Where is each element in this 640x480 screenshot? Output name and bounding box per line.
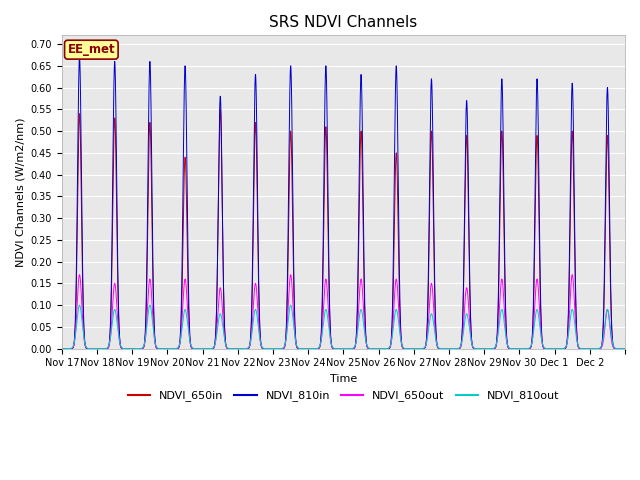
NDVI_810out <box>76 302 83 308</box>
Y-axis label: NDVI Channels (W/m2/nm): NDVI Channels (W/m2/nm) <box>15 117 25 267</box>
NDVI_810out <box>213 328 221 334</box>
NDVI_650out <box>621 346 629 351</box>
NDVI_810in <box>586 346 594 351</box>
NDVI_650in <box>213 279 221 285</box>
Line: NDVI_810out: NDVI_810out <box>62 305 625 348</box>
NDVI_650in <box>621 346 629 351</box>
X-axis label: Time: Time <box>330 374 357 384</box>
NDVI_650in <box>252 125 260 131</box>
NDVI_810out <box>108 321 116 327</box>
NDVI_810in <box>493 323 501 329</box>
NDVI_810out <box>535 313 543 319</box>
NDVI_650in <box>164 346 172 351</box>
NDVI_810out <box>58 346 66 351</box>
NDVI_650out <box>58 346 66 351</box>
Text: EE_met: EE_met <box>68 43 115 56</box>
NDVI_650in <box>535 197 543 203</box>
NDVI_650out <box>252 281 260 287</box>
NDVI_810in <box>621 346 629 351</box>
NDVI_650out <box>213 322 221 327</box>
NDVI_650out <box>493 334 501 340</box>
NDVI_810out <box>493 335 501 341</box>
NDVI_650out <box>76 272 83 277</box>
NDVI_810out <box>573 338 580 344</box>
Line: NDVI_650out: NDVI_650out <box>62 275 625 348</box>
Line: NDVI_650in: NDVI_650in <box>62 109 625 348</box>
NDVI_810in <box>108 222 116 228</box>
NDVI_810in <box>573 332 580 337</box>
Title: SRS NDVI Channels: SRS NDVI Channels <box>269 15 417 30</box>
NDVI_810out <box>252 307 260 313</box>
NDVI_650out <box>573 337 580 343</box>
NDVI_810in <box>252 77 260 83</box>
NDVI_650in <box>573 335 580 340</box>
Line: NDVI_810in: NDVI_810in <box>62 57 625 348</box>
NDVI_810in <box>76 54 83 60</box>
NDVI_810in <box>58 346 66 351</box>
NDVI_650in <box>58 346 66 351</box>
NDVI_810in <box>213 276 221 282</box>
NDVI_650out <box>108 310 116 316</box>
NDVI_810in <box>535 155 543 161</box>
NDVI_650in <box>108 248 116 254</box>
NDVI_650in <box>493 327 501 333</box>
NDVI_810out <box>445 346 453 351</box>
NDVI_810out <box>621 346 629 351</box>
Legend: NDVI_650in, NDVI_810in, NDVI_650out, NDVI_810out: NDVI_650in, NDVI_810in, NDVI_650out, NDV… <box>124 386 564 406</box>
NDVI_650in <box>216 107 224 112</box>
NDVI_650out <box>535 291 543 297</box>
